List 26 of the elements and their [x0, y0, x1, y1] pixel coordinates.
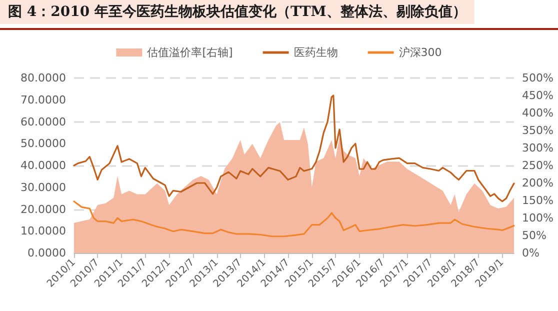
y2-tick-label: 250% [522, 159, 554, 172]
y2-tick-label: 150% [522, 194, 554, 207]
y-tick-label: 60.0000 [20, 115, 66, 128]
chart-title: 图 4：2010 年至今医药生物板块估值变化（TTM、整体法、剔除负值） [8, 3, 466, 20]
y2-tick-label: 100% [522, 212, 554, 224]
y-tick-label: 70.0000 [20, 93, 66, 106]
line-series [73, 94, 515, 202]
y-tick-label: 40.0000 [20, 159, 66, 172]
y-tick-label: 80.0000 [20, 72, 66, 84]
y-tick-label: 30.0000 [20, 180, 66, 194]
line-series [73, 200, 515, 238]
y2-tick-label: 50% [522, 229, 546, 242]
legend-label: 估值溢价率[右轴] [147, 46, 233, 59]
legend-label: 沪深300 [398, 46, 442, 59]
legend-label: 医药生物 [294, 46, 338, 59]
y-tick-label: 10.0000 [20, 224, 66, 238]
y2-tick-label: 350% [522, 124, 554, 137]
y-tick-label: 50.0000 [20, 137, 66, 150]
y-tick-label: 0.0000 [28, 246, 66, 260]
y2-tick-label: 200% [522, 176, 554, 190]
y2-tick-label: 300% [522, 142, 554, 154]
y2-tick-label: 400% [522, 106, 554, 120]
y2-tick-label: 500% [522, 72, 554, 84]
y2-tick-label: 0% [522, 246, 540, 260]
y2-tick-label: 450% [522, 89, 554, 102]
y-tick-label: 20.0000 [20, 202, 66, 216]
